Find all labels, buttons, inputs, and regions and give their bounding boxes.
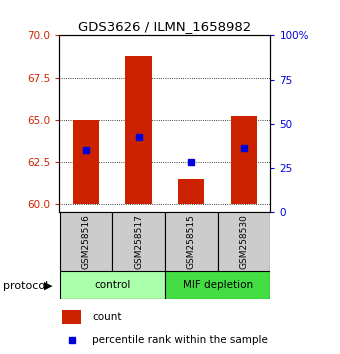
Text: GSM258515: GSM258515 <box>187 214 196 269</box>
Bar <box>59 212 112 271</box>
Bar <box>125 56 152 204</box>
Bar <box>73 120 99 204</box>
Bar <box>218 212 270 271</box>
Bar <box>165 271 270 299</box>
Text: protocol: protocol <box>3 281 49 291</box>
Bar <box>59 271 165 299</box>
Bar <box>62 310 81 324</box>
Title: GDS3626 / ILMN_1658982: GDS3626 / ILMN_1658982 <box>78 20 252 33</box>
Text: MIF depletion: MIF depletion <box>183 280 253 290</box>
Bar <box>231 116 257 204</box>
Bar <box>178 179 204 204</box>
Text: GSM258517: GSM258517 <box>134 214 143 269</box>
Text: GSM258516: GSM258516 <box>81 214 90 269</box>
Bar <box>165 212 218 271</box>
Text: ▶: ▶ <box>44 281 52 291</box>
Text: control: control <box>94 280 130 290</box>
Text: percentile rank within the sample: percentile rank within the sample <box>92 335 268 346</box>
Text: count: count <box>92 312 122 322</box>
Bar <box>112 212 165 271</box>
Text: GSM258530: GSM258530 <box>239 214 249 269</box>
